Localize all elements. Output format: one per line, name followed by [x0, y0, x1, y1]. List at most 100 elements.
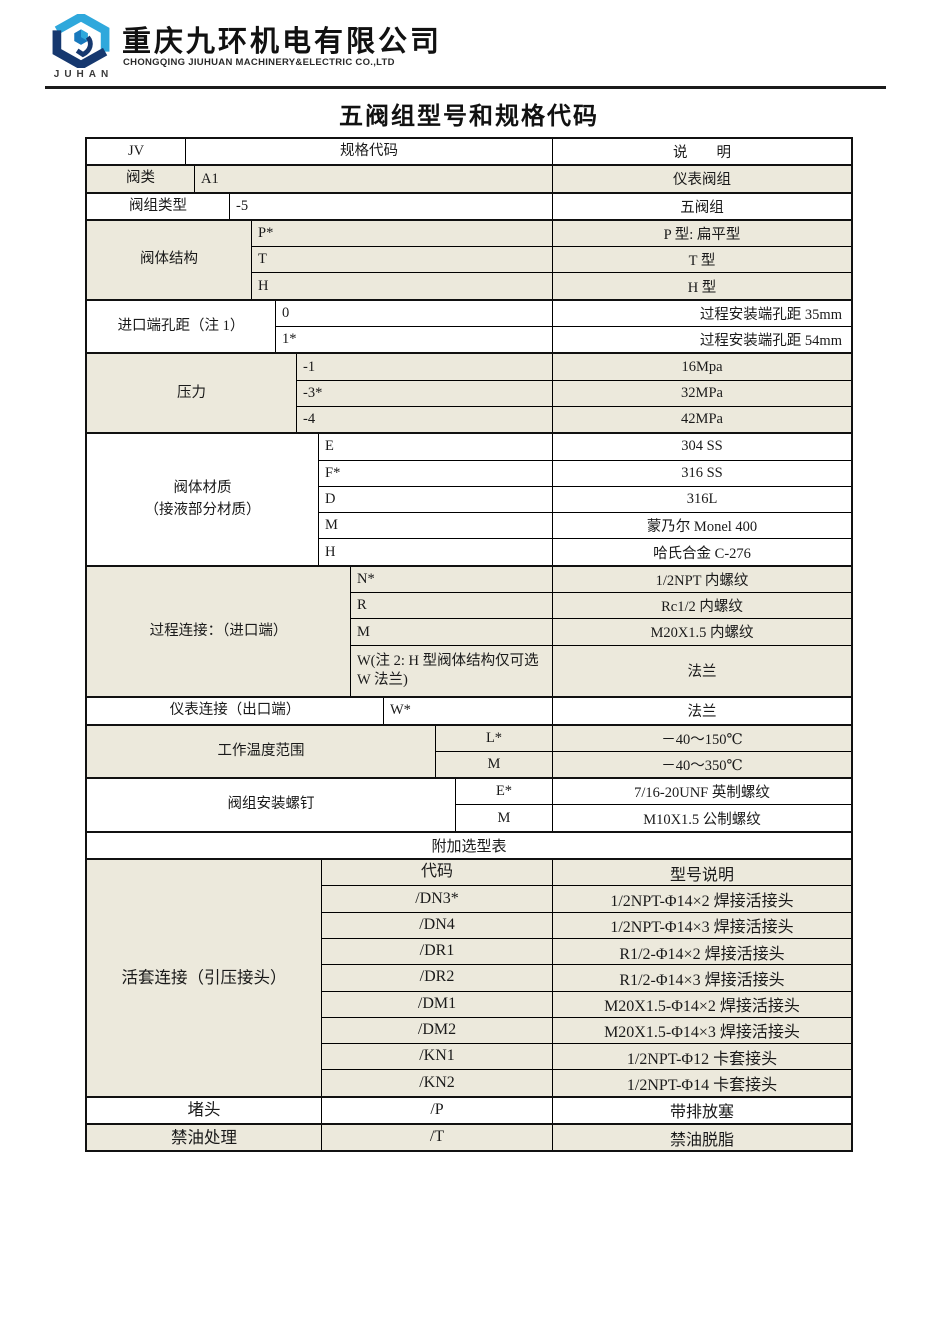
section-label: 堵头	[87, 1097, 322, 1123]
header-jv-cell: JV	[87, 139, 186, 165]
code-cell: E*	[495, 783, 513, 800]
desc-cell: R1/2-Φ14×2 焊接活接头	[552, 938, 851, 965]
section-label-line2: （接液部分材质）	[144, 501, 261, 518]
desc-cell: 32MPa	[552, 380, 851, 406]
section-label: 活套连接（引压接头）	[87, 860, 322, 1096]
header-desc-cell: 说 明	[552, 139, 851, 165]
section-additional-options-header: 附加选型表	[87, 830, 851, 858]
desc-cell: 1/2NPT-Φ12 卡套接头	[552, 1044, 851, 1070]
section-label: 阀组类型	[87, 193, 230, 219]
section-label: 进口端孔距（注 1）	[87, 300, 276, 353]
desc-cell: 1/2NPT 内螺纹	[552, 566, 851, 593]
code-cell: -5	[236, 197, 249, 214]
desc-cell: M20X1.5 内螺纹	[552, 619, 851, 645]
header-code-cell: 规格代码	[340, 143, 398, 160]
desc-cell: Rc1/2 内螺纹	[552, 593, 851, 619]
desc-cell: P 型: 扁平型	[552, 220, 851, 247]
section-valve-class: 阀类 A1 仪表阀组	[87, 164, 851, 192]
desc-cell: 1/2NPT-Φ14×3 焊接活接头	[552, 912, 851, 938]
section-body-structure: 阀体结构 P* P 型: 扁平型 T T 型 H H 型	[87, 218, 851, 299]
section-working-temperature: 工作温度范围 L* －40～150℃ M －40～350℃	[87, 723, 851, 778]
logo-wordmark: JUHAN	[53, 69, 114, 80]
code-cell: /T	[429, 1128, 445, 1146]
spec-code-table: JV 规格代码 说 明 阀类 A1 仪表阀组 阀组类型 -5 五阀组 阀体结构	[85, 137, 853, 1153]
table-header-row: JV 规格代码 说 明	[87, 139, 851, 165]
desc-cell: 1/2NPT-Φ14×2 焊接活接头	[552, 886, 851, 912]
company-logo: JUHAN	[46, 14, 116, 82]
section-union-connection: 活套连接（引压接头） 代码 型号说明 /DN3* 1/2NPT-Φ14×2 焊接…	[87, 858, 851, 1096]
section-label: 仪表连接（出口端）	[87, 698, 384, 724]
desc-cell: H 型	[552, 273, 851, 299]
code-cell: W(注 2: H 型阀体结构仅可选 W 法兰)	[357, 653, 539, 688]
desc-cell: 仪表阀组	[552, 166, 851, 192]
code-cell: M	[325, 517, 338, 534]
code-cell: M	[357, 623, 370, 640]
section-label: 阀体结构	[87, 220, 252, 299]
code-cell: /KN2	[419, 1073, 455, 1091]
section-label: 阀体材质 （接液部分材质）	[87, 434, 319, 565]
code-cell: F*	[325, 464, 341, 481]
code-cell: R	[357, 597, 367, 614]
desc-cell: 禁油脱脂	[552, 1124, 851, 1151]
section-label: 工作温度范围	[87, 725, 436, 778]
code-cell: -4	[303, 411, 316, 428]
section-label: 禁油处理	[87, 1124, 322, 1151]
code-cell: 1*	[282, 331, 297, 348]
section-label: 压力	[87, 354, 297, 433]
desc-header-cell: 型号说明	[552, 860, 851, 886]
code-cell: /P	[430, 1100, 444, 1118]
code-cell: T	[258, 251, 267, 268]
header-divider	[45, 86, 886, 89]
code-cell: D	[325, 491, 336, 508]
section-pressure: 压力 -1 16Mpa -3* 32MPa -4 42MPa	[87, 352, 851, 433]
desc-cell: －40～150℃	[552, 725, 851, 751]
page-title: 五阀组型号和规格代码	[339, 104, 599, 130]
desc-cell: 蒙乃尔 Monel 400	[552, 513, 851, 539]
desc-cell: 42MPa	[552, 406, 851, 433]
desc-cell: 法兰	[552, 645, 851, 697]
section-label-line1: 阀体材质	[173, 480, 232, 497]
code-cell: /KN1	[419, 1047, 455, 1065]
desc-cell: M20X1.5-Φ14×2 焊接活接头	[552, 991, 851, 1017]
code-cell: /DM2	[417, 1021, 457, 1039]
code-header-cell: 代码	[420, 863, 453, 881]
company-name-en: CHONGQING JIUHUAN MACHINERY&ELECTRIC CO.…	[123, 57, 395, 68]
company-logo-icon	[52, 14, 110, 68]
code-cell: M	[487, 756, 501, 773]
code-cell: -1	[303, 358, 316, 375]
section-label: 过程连接：（进口端）	[87, 566, 351, 697]
section-manifold-type: 阀组类型 -5 五阀组	[87, 191, 851, 219]
section-body-material: 阀体材质 （接液部分材质） E 304 SS F* 316 SS D 316L …	[87, 432, 851, 565]
code-cell: -3*	[303, 384, 323, 401]
desc-cell: M20X1.5-Φ14×3 焊接活接头	[552, 1017, 851, 1044]
code-cell: /DN3*	[415, 889, 459, 907]
desc-cell: 16Mpa	[552, 354, 851, 380]
section-label: 阀类	[87, 166, 195, 192]
code-cell: H	[325, 543, 336, 560]
code-cell: P*	[258, 225, 274, 242]
code-cell: M	[497, 809, 511, 826]
desc-cell: 1/2NPT-Φ14 卡套接头	[552, 1070, 851, 1096]
desc-cell: 五阀组	[552, 193, 851, 219]
desc-cell: M10X1.5 公制螺纹	[552, 805, 851, 831]
section-instrument-connection: 仪表连接（出口端） W* 法兰	[87, 696, 851, 724]
code-cell: N*	[357, 570, 375, 587]
code-cell: A1	[201, 170, 219, 187]
desc-cell: 法兰	[552, 698, 851, 724]
desc-cell: T 型	[552, 247, 851, 273]
desc-cell: 哈氏合金 C-276	[552, 539, 851, 565]
desc-cell: 304 SS	[552, 434, 851, 460]
desc-cell: R1/2-Φ14×3 焊接活接头	[552, 965, 851, 991]
code-cell: W*	[390, 702, 411, 719]
desc-cell: 带排放塞	[552, 1097, 851, 1123]
code-cell: /DR1	[419, 942, 455, 960]
section-inlet-hole-distance: 进口端孔距（注 1） 0 过程安装端孔距 35mm 1* 过程安装端孔距 54m…	[87, 298, 851, 353]
code-cell: L*	[485, 729, 503, 746]
company-name-cn: 重庆九环机电有限公司	[122, 26, 443, 58]
code-cell: /DM1	[417, 994, 457, 1012]
code-cell: 0	[282, 305, 290, 321]
section-oil-free-treatment: 禁油处理 /T 禁油脱脂	[87, 1122, 851, 1151]
section-process-connection: 过程连接：（进口端） N* 1/2NPT 内螺纹 R Rc1/2 内螺纹 M M…	[87, 564, 851, 697]
additional-options-title: 附加选型表	[431, 838, 507, 855]
